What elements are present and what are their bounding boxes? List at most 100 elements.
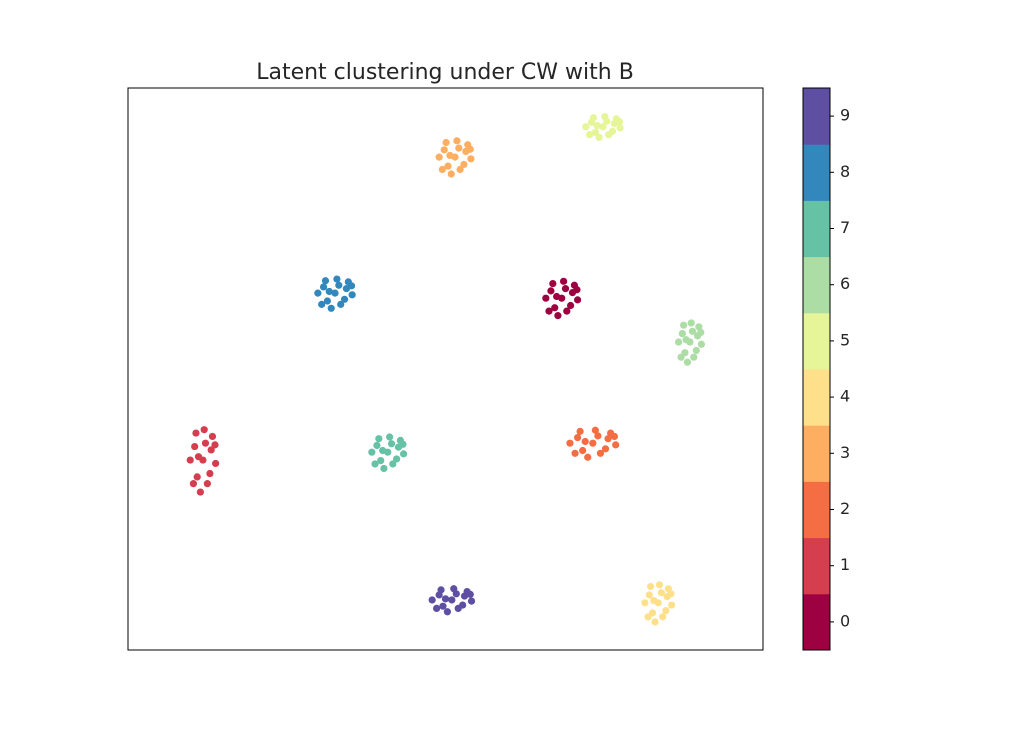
colorbar-segment — [803, 256, 830, 314]
point — [554, 312, 562, 320]
point — [466, 590, 474, 598]
point — [191, 442, 199, 451]
point — [189, 480, 198, 488]
point — [318, 300, 326, 308]
point — [655, 581, 664, 589]
point — [207, 446, 215, 454]
point — [203, 480, 211, 488]
point — [393, 455, 401, 463]
point — [608, 127, 617, 135]
point — [387, 440, 396, 448]
point — [196, 488, 204, 496]
point — [589, 114, 598, 122]
point — [657, 589, 666, 597]
point — [211, 441, 219, 449]
point — [441, 595, 450, 603]
point — [440, 146, 448, 154]
point — [192, 429, 200, 437]
point — [379, 446, 387, 455]
colorbar-segment — [803, 593, 830, 651]
point — [435, 153, 443, 161]
point — [542, 294, 550, 302]
point — [586, 131, 594, 139]
point — [581, 437, 589, 446]
plot-frame — [127, 87, 764, 651]
point — [641, 599, 649, 607]
point — [335, 281, 343, 289]
point — [455, 144, 463, 152]
point — [579, 446, 587, 455]
point — [368, 448, 376, 456]
colorbar-label: 2 — [840, 499, 850, 518]
point — [547, 287, 555, 295]
point — [443, 608, 452, 616]
point — [453, 137, 461, 145]
point — [193, 473, 201, 481]
point — [674, 338, 683, 346]
colorbar-segment — [803, 481, 830, 539]
point — [610, 432, 619, 441]
point — [591, 128, 599, 136]
point — [595, 133, 603, 142]
point — [616, 124, 624, 132]
point — [589, 439, 597, 447]
colorbar-segment — [803, 200, 830, 258]
point — [551, 304, 559, 312]
chart-title: Latent clustering under CW with B — [256, 60, 634, 85]
point — [644, 613, 652, 621]
colorbar-label: 3 — [840, 443, 850, 462]
point — [571, 449, 579, 457]
point — [683, 358, 692, 366]
point — [688, 327, 697, 335]
point — [448, 596, 456, 604]
colorbar-label: 7 — [840, 218, 850, 237]
point — [573, 433, 582, 442]
colorbar: 0 1 2 3 4 5 6 7 8 9 — [803, 88, 850, 651]
point — [467, 597, 476, 605]
point — [553, 292, 561, 301]
point — [667, 601, 676, 609]
point — [186, 456, 194, 464]
point — [321, 277, 330, 285]
colorbar-segment — [803, 369, 830, 426]
point — [399, 440, 407, 448]
point — [347, 282, 356, 290]
point — [645, 591, 653, 599]
point — [612, 441, 620, 449]
point — [386, 433, 394, 441]
point — [560, 277, 568, 285]
point — [582, 123, 590, 131]
point — [695, 323, 703, 331]
point — [200, 426, 208, 434]
point — [319, 283, 328, 291]
point — [433, 604, 441, 613]
point — [327, 304, 335, 312]
point — [651, 618, 659, 626]
point — [375, 435, 383, 443]
point — [439, 602, 447, 610]
point — [594, 432, 602, 440]
colorbar-frame — [802, 87, 831, 651]
point — [549, 279, 557, 288]
point — [428, 596, 436, 604]
point — [563, 307, 571, 315]
point — [314, 289, 322, 297]
point — [437, 586, 445, 594]
point — [603, 117, 611, 125]
point — [325, 287, 333, 296]
point — [596, 449, 605, 457]
point — [604, 435, 612, 443]
point — [373, 441, 381, 450]
point — [561, 285, 570, 293]
colorbar-segment — [803, 88, 830, 145]
point — [460, 160, 468, 169]
point — [447, 170, 455, 178]
colorbar-label: 9 — [840, 106, 850, 125]
point — [615, 118, 624, 126]
point — [584, 453, 592, 461]
point — [573, 296, 582, 304]
colorbar-segment — [803, 537, 830, 595]
point — [333, 275, 341, 283]
point — [677, 353, 685, 361]
